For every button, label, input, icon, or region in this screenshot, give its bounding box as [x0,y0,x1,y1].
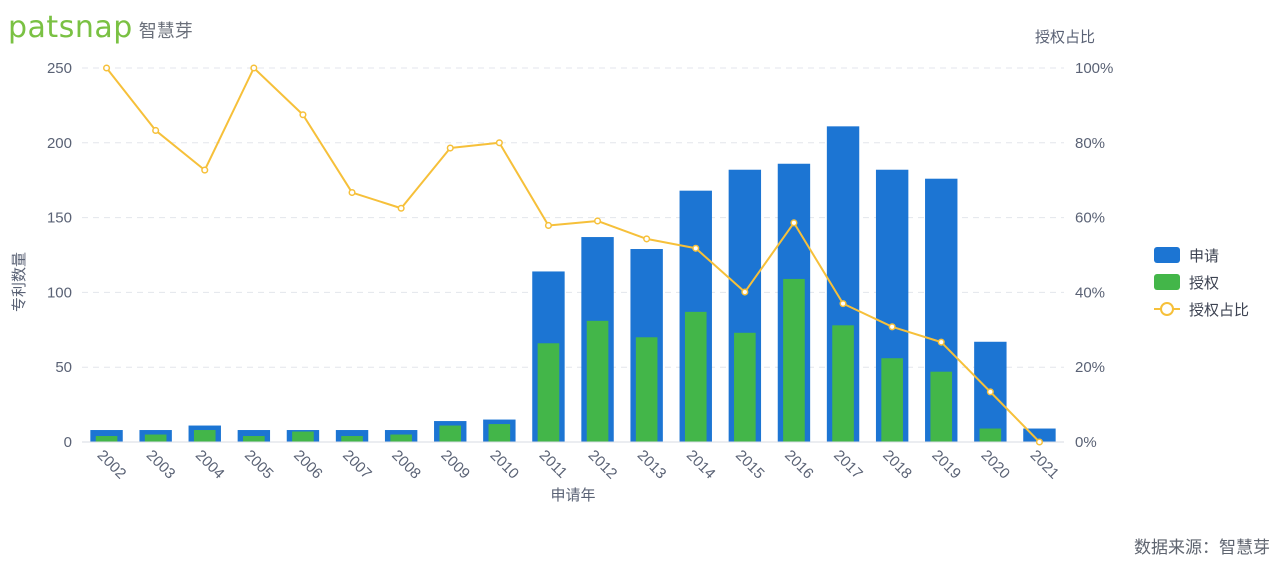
bar-grant [734,332,756,442]
x-tick-label: 2008 [388,447,424,483]
y2-tick-label: 100% [1075,60,1113,77]
bar-grant [635,337,658,442]
bar-grant [193,430,216,442]
bar-grant [832,325,854,442]
legend-label-application: 申请 [1189,247,1219,265]
x-tick-label: 2007 [339,447,375,483]
x-tick-label: 2006 [290,447,326,483]
y-tick-label: 200 [47,135,72,152]
x-tick-label: 2002 [94,447,130,483]
legend: 申请 授权 授权占比 [1154,247,1249,319]
ratio-point [446,144,454,152]
ratio-point [692,244,700,252]
ratio-point [201,166,209,174]
y-axis-ticks: 0 50 100 150 200 250 [47,60,72,451]
brand-name: 智慧芽 [138,21,193,42]
ratio-point [495,139,503,147]
bar-grant [881,358,903,442]
x-axis-title: 申请年 [550,486,595,504]
y2-tick-label: 0% [1075,434,1097,451]
data-source-note: 数据来源：智慧芽 [1134,538,1270,558]
x-tick-label: 2018 [879,447,915,483]
bar-grant [439,425,462,442]
bar-grant [783,278,805,442]
legend-label-ratio: 授权占比 [1189,301,1249,319]
ratio-point [152,126,160,135]
bar-grant [390,434,412,442]
legend-item-grant[interactable]: 授权 [1154,274,1219,292]
y-tick-label: 0 [64,434,72,451]
legend-label-grant: 授权 [1189,274,1219,292]
brand-logo: patsnap 智慧芽 [8,8,193,48]
ratio-point [790,219,798,227]
patsnap-logo-text: patsnap [8,10,133,45]
y-tick-label: 150 [47,210,72,227]
legend-item-ratio[interactable]: 授权占比 [1154,301,1249,319]
y2-axis-title: 授权占比 [1035,28,1095,46]
bar-grant [144,434,167,442]
ratio-point [839,300,847,308]
ratio-point [643,235,651,243]
bar-grant [684,311,707,442]
x-tick-label: 2003 [143,447,179,483]
ratio-line-path [105,67,1041,443]
ratio-point [937,338,945,346]
ratio-point [1035,438,1043,446]
bar-grant [537,343,560,442]
x-tick-label: 2011 [536,447,571,482]
x-tick-label: 2004 [192,447,228,483]
bar-grant [292,431,314,442]
bar-grant [488,424,511,442]
x-tick-label: 2016 [781,447,817,483]
bar-grant [586,320,609,442]
y2-axis-ticks: 0% 20% 40% 60% 80% 100% [1075,60,1113,451]
ratio-point [741,288,749,296]
x-axis-ticks: 2002 2003 2004 2005 2006 2007 2008 2009 2010 2011… [94,447,1063,483]
bar-grant [341,436,363,442]
bar-grant [930,371,953,442]
y2-tick-label: 80% [1075,135,1105,152]
x-tick-label: 2019 [928,447,964,483]
ratio-point [888,323,896,331]
x-tick-label: 2005 [241,447,277,483]
ratio-point [986,388,994,396]
bar-grant [95,436,118,442]
grid-lines [82,67,1064,368]
y2-tick-label: 40% [1075,284,1105,301]
legend-item-application[interactable]: 申请 [1154,247,1219,265]
x-tick-label: 2021 [1027,447,1063,483]
ratio-point [299,111,307,119]
y2-tick-label: 60% [1075,210,1105,227]
ratio-point [397,204,405,212]
ratio-point [348,188,356,197]
legend-swatch-application [1154,247,1180,263]
bar-grant [243,436,265,442]
legend-marker-ratio [1160,302,1174,316]
x-tick-label: 2014 [683,447,719,483]
y2-tick-label: 20% [1075,359,1105,376]
x-tick-label: 2020 [978,447,1014,483]
ratio-line [103,64,1043,446]
bars [90,126,1056,443]
x-tick-label: 2015 [732,447,768,483]
bar-application [1023,428,1056,442]
x-tick-label: 2012 [585,447,621,483]
y-tick-label: 50 [55,359,72,376]
ratio-point [250,64,258,72]
ratio-point [544,221,553,230]
x-tick-label: 2017 [830,447,866,483]
y-axis-title: 专利数量 [10,252,28,312]
bar-grant [979,428,1002,442]
ratio-point [103,64,111,72]
x-tick-label: 2009 [437,447,473,483]
y-tick-label: 250 [47,60,72,77]
y-tick-label: 100 [47,284,72,301]
x-tick-label: 2010 [487,447,523,483]
legend-swatch-grant [1154,274,1180,290]
x-tick-label: 2013 [634,447,670,483]
ratio-point [594,217,602,225]
